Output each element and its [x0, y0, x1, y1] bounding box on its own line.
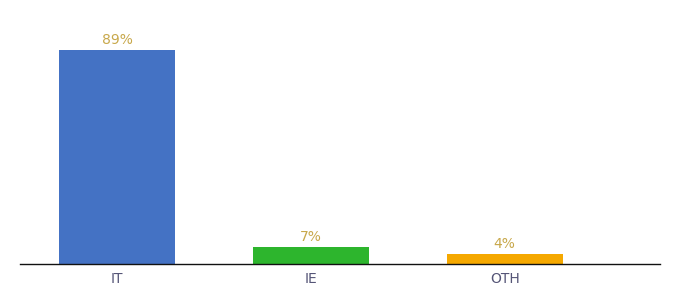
- Bar: [59, 50, 175, 264]
- Bar: [447, 254, 563, 264]
- Text: 89%: 89%: [102, 33, 133, 47]
- Bar: [253, 247, 369, 264]
- Text: 7%: 7%: [300, 230, 322, 244]
- Text: 4%: 4%: [494, 237, 515, 251]
